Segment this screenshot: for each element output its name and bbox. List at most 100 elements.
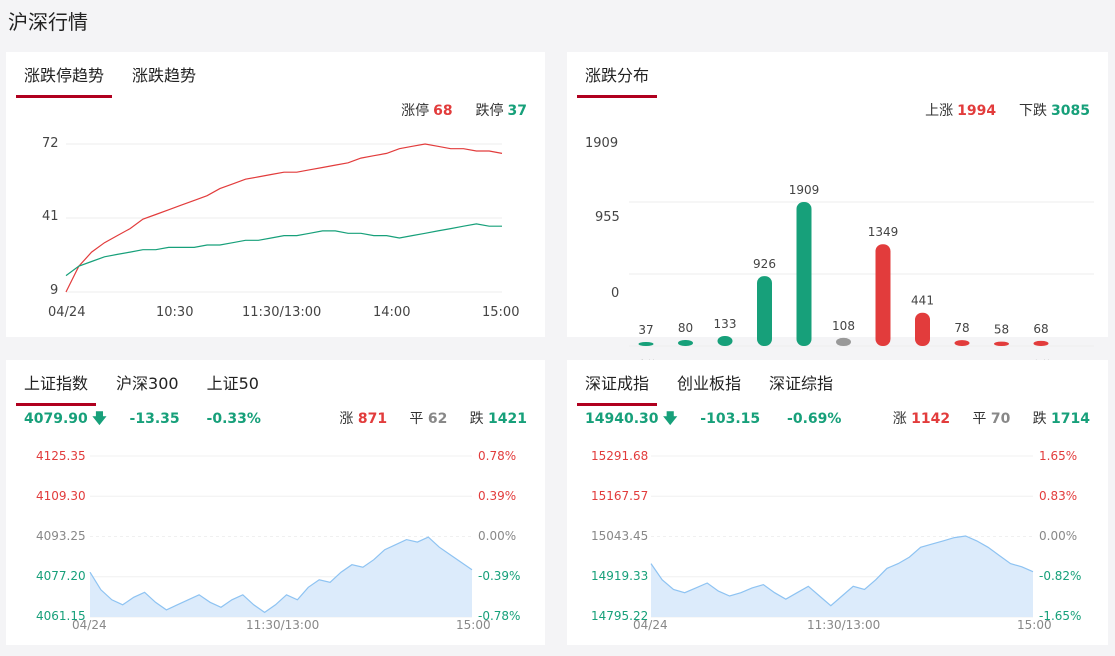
price-area-fill: [90, 537, 472, 617]
down-count: 1421: [488, 411, 527, 427]
sh-right-axis: -0.39%: [478, 569, 521, 583]
up-count-label: 涨: [892, 411, 907, 427]
limit-down-series-line: [65, 223, 502, 277]
y-tick: 72: [42, 136, 59, 151]
legend-up-value: 1994: [957, 103, 997, 119]
x-tick: 10:30: [156, 305, 194, 320]
distribution-bar: [1033, 340, 1049, 346]
bar-value-label: 441: [911, 294, 934, 308]
x-tick: 04/24: [48, 305, 86, 320]
bar-value-label: 80: [678, 321, 693, 335]
bar-value-label: 1909: [789, 183, 820, 197]
bar-value-label: 37: [638, 323, 653, 337]
legend-limit-down-value: 37: [507, 103, 527, 119]
down-count-label: 跌: [1032, 411, 1047, 427]
tab-updown-trend[interactable]: 涨跌趋势: [132, 66, 197, 85]
sz-right-axis: 0.00%: [1039, 529, 1078, 543]
sz-left-axis: 14919.33: [591, 569, 649, 583]
price-line: [650, 535, 1034, 607]
distribution-bar: [875, 244, 891, 346]
x-tick: 15:00: [456, 618, 491, 632]
x-tick: 04/24: [72, 618, 107, 632]
bar-value-label: 108: [832, 319, 855, 333]
distribution-bar: [915, 312, 930, 346]
limit-up-series-line: [65, 143, 503, 293]
sz-left-axis: 15291.68: [591, 449, 649, 463]
down-count: 1714: [1051, 411, 1090, 427]
tab-sz-component[interactable]: 深证成指: [576, 370, 658, 406]
sz-breadth: 涨 1142 平 70 跌 1714: [893, 408, 1090, 428]
sz-price: 14940.30: [585, 411, 659, 427]
sh-right-axis: 0.00%: [478, 529, 517, 543]
flat-count: 70: [990, 411, 1011, 427]
tab-csi300[interactable]: 沪深300: [116, 374, 179, 393]
sh-intraday-chart: [89, 455, 473, 618]
sz-pct: -0.69%: [787, 411, 842, 427]
sz-left-axis: 15167.57: [591, 489, 649, 503]
sz-right-axis: -1.65%: [1039, 609, 1082, 623]
y-tick: 955: [595, 210, 620, 225]
distribution-chart: 37跌停80＜-7%1337-5%9265-2%19092-0%10801349…: [629, 183, 1094, 373]
limit-legend: 涨停 68 跌停 37: [401, 100, 527, 120]
legend-down-label: 下跌: [1019, 103, 1048, 119]
distribution-bar: [757, 276, 772, 346]
sz-change: -103.15: [700, 411, 761, 427]
sh-left-axis: 4109.30: [36, 489, 86, 503]
sz-quote-row: 14940.30 🡇 -103.15 -0.69% 涨 1142 平 70 跌 …: [585, 408, 1090, 432]
x-tick: 15:00: [482, 305, 520, 320]
bar-value-label: 68: [1033, 322, 1048, 336]
tab-sse50[interactable]: 上证50: [206, 374, 259, 393]
tab-limit-trend[interactable]: 涨跌停趋势: [15, 62, 113, 98]
tab-sz-composite[interactable]: 深证综指: [769, 374, 834, 393]
sh-left-axis: 4061.15: [36, 609, 86, 623]
flat-count-label: 平: [409, 411, 424, 427]
sh-right-axis: 0.78%: [478, 449, 517, 463]
tab-sh-composite[interactable]: 上证指数: [15, 370, 97, 406]
sz-intraday-chart: [650, 455, 1034, 618]
sh-index-card: 上证指数 沪深300 上证50 4079.90 🡇 -13.35 -0.33% …: [6, 360, 545, 645]
distribution-bar: [638, 342, 654, 346]
x-tick: 11:30/13:00: [807, 618, 881, 632]
bar-value-label: 926: [753, 257, 776, 271]
sh-left-axis: 4093.25: [36, 529, 86, 543]
x-tick: 04/24: [633, 618, 668, 632]
down-arrow-icon: 🡇: [92, 411, 107, 427]
limit-trend-card: 涨跌停趋势 涨跌趋势 涨停 68 跌停 37 72 41 9 04/24 10:30…: [6, 52, 545, 337]
price-line: [89, 536, 473, 614]
bar-value-label: 58: [994, 323, 1009, 337]
up-count: 871: [357, 411, 388, 427]
page-title: 沪深行情: [8, 10, 88, 34]
legend-limit-down-label: 跌停: [475, 103, 504, 119]
bar-value-label: 133: [714, 317, 737, 331]
price-area-fill: [651, 536, 1033, 617]
distribution-bar: [994, 341, 1009, 346]
sh-pct: -0.33%: [206, 411, 261, 427]
sh-right-axis: 0.39%: [478, 489, 517, 503]
sh-right-axis: -0.78%: [478, 609, 521, 623]
distribution-bar: [954, 340, 970, 346]
sz-left-axis: 15043.45: [591, 529, 649, 543]
tab-distribution[interactable]: 涨跌分布: [576, 62, 658, 98]
legend-limit-up-value: 68: [433, 103, 453, 119]
y-tick: 9: [50, 283, 59, 298]
x-tick: 11:30/13:00: [242, 305, 322, 320]
flat-count: 62: [427, 411, 448, 427]
distribution-bar: [836, 337, 851, 346]
sh-left-axis: 4077.20: [36, 569, 86, 583]
bar-value-label: 78: [954, 321, 969, 335]
legend-limit-up-label: 涨停: [401, 103, 430, 119]
x-tick: 15:00: [1017, 618, 1052, 632]
distribution-bar: [717, 336, 733, 346]
sh-left-axis: 4125.35: [36, 449, 86, 463]
sh-change: -13.35: [129, 411, 180, 427]
bar-value-label: 1349: [868, 225, 899, 239]
sz-index-card: 深证成指 创业板指 深证综指 14940.30 🡇 -103.15 -0.69%…: [567, 360, 1108, 645]
legend-up-label: 上涨: [925, 103, 954, 119]
down-arrow-icon: 🡇: [662, 411, 678, 427]
up-count-label: 涨: [339, 411, 354, 427]
y-tick: 0: [611, 286, 620, 301]
distribution-bar: [678, 340, 693, 346]
tab-chinext[interactable]: 创业板指: [677, 374, 742, 393]
sz-right-axis: -0.82%: [1039, 569, 1082, 583]
